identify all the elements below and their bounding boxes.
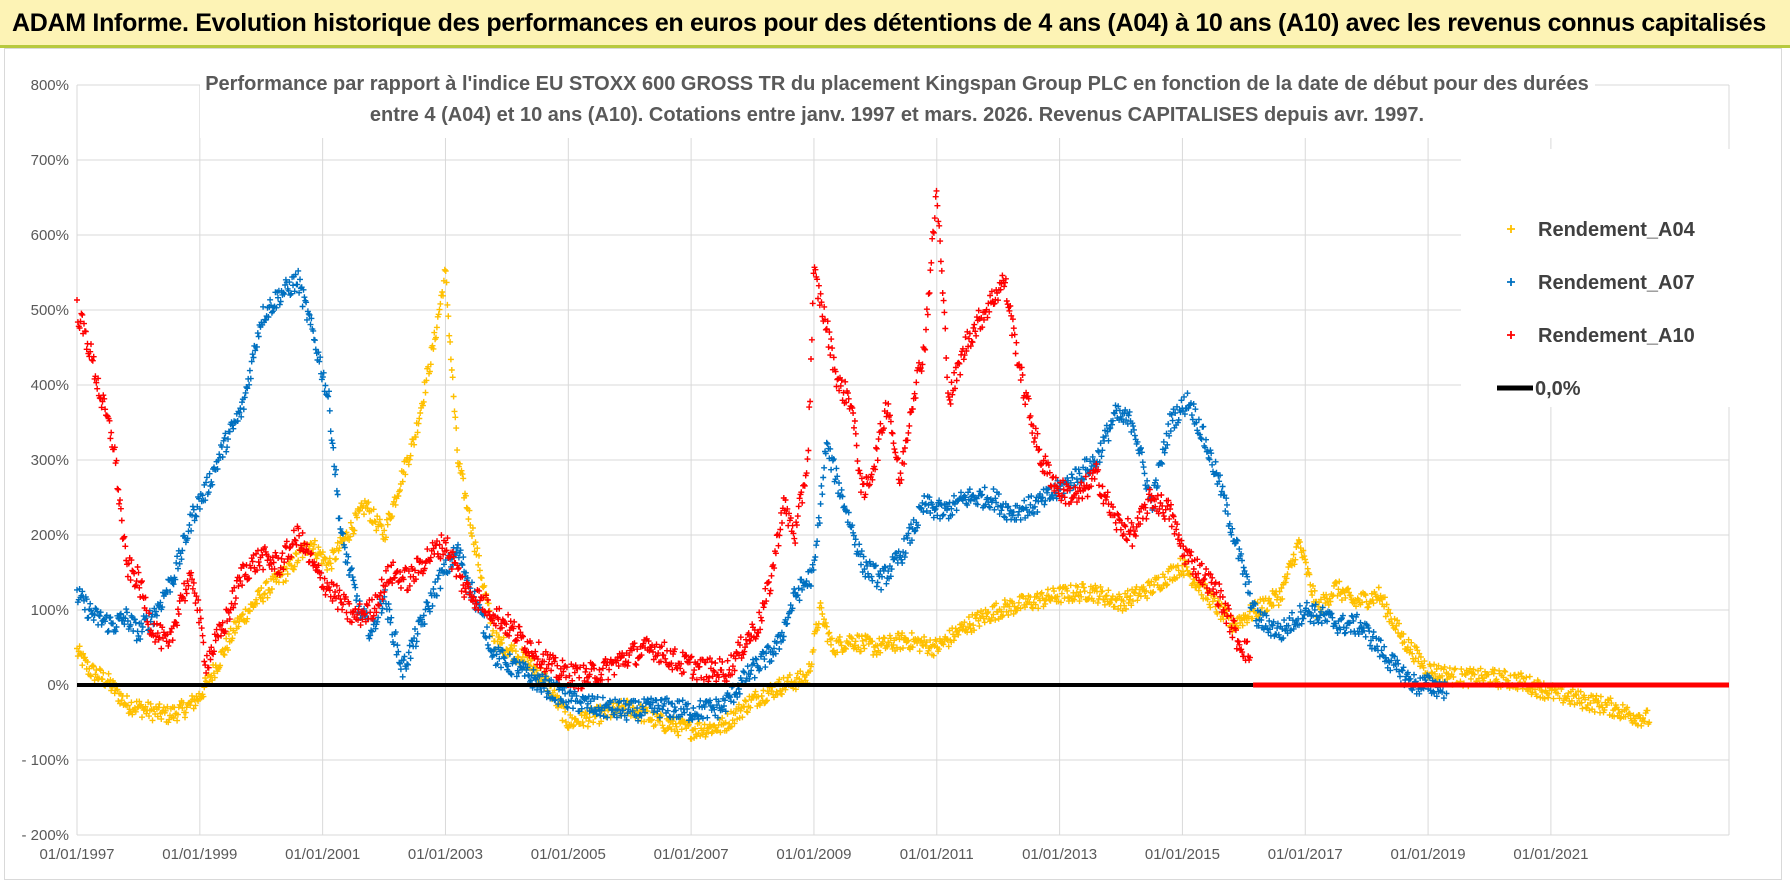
y-tick-label: 800% xyxy=(31,77,69,94)
series-Rendement_A04 xyxy=(74,266,1653,742)
legend-label: 0,0% xyxy=(1535,378,1581,400)
y-tick-label: 400% xyxy=(31,377,69,394)
x-tick-label: 01/01/2011 xyxy=(900,846,974,863)
y-tick-label: 600% xyxy=(31,227,69,244)
y-tick-label: 500% xyxy=(31,302,69,319)
legend-label: Rendement_A04 xyxy=(1538,219,1696,241)
x-tick-label: 01/01/2007 xyxy=(654,846,729,863)
x-tick-label: 01/01/2003 xyxy=(408,846,483,863)
series-Rendement_A10 xyxy=(74,187,1253,692)
y-tick-label: - 100% xyxy=(21,752,69,769)
legend-label: Rendement_A07 xyxy=(1538,272,1695,294)
chart-frame: 800% 700% 600% 500% 400% 300% 200% 100% 0% - 100%… xyxy=(4,48,1782,880)
legend-marker-swatch xyxy=(1507,225,1515,233)
grid-lines xyxy=(76,84,1730,836)
banner-title: ADAM Informe. Evolution historique des p… xyxy=(12,9,1766,37)
legend-item: Rendement_A10 xyxy=(1507,325,1695,347)
y-tick-label: 700% xyxy=(31,152,69,169)
y-axis: 800% 700% 600% 500% 400% 300% 200% 100% 0% - 100%… xyxy=(21,77,69,844)
page-banner: ADAM Informe. Evolution historique des p… xyxy=(0,0,1790,48)
x-tick-label: 01/01/2017 xyxy=(1268,846,1343,863)
legend-item: Rendement_A04 xyxy=(1507,219,1696,241)
marker-cloud xyxy=(74,187,1253,692)
y-tick-label: 100% xyxy=(31,602,69,619)
data-points xyxy=(74,187,1729,742)
y-tick-label: - 200% xyxy=(21,827,69,844)
legend-background xyxy=(1461,149,1739,407)
x-tick-label: 01/01/1999 xyxy=(162,846,237,863)
y-tick-label: 0% xyxy=(47,677,69,694)
legend-marker-swatch xyxy=(1507,278,1515,286)
chart-title-line1: Performance par rapport à l'indice EU ST… xyxy=(205,73,1589,95)
x-tick-label: 01/01/2001 xyxy=(285,846,360,863)
legend-item: Rendement_A07 xyxy=(1507,272,1695,294)
x-tick-label: 01/01/2021 xyxy=(1513,846,1588,863)
marker-cloud xyxy=(74,267,1450,724)
x-tick-label: 01/01/2015 xyxy=(1145,846,1220,863)
x-tick-label: 01/01/1997 xyxy=(39,846,114,863)
x-tick-label: 01/01/2009 xyxy=(776,846,851,863)
scatter-chart: 800% 700% 600% 500% 400% 300% 200% 100% 0% - 100%… xyxy=(21,68,1739,863)
x-tick-label: 01/01/2005 xyxy=(531,846,606,863)
legend-label: Rendement_A10 xyxy=(1538,325,1695,347)
x-tick-label: 01/01/2019 xyxy=(1391,846,1466,863)
marker-cloud xyxy=(74,266,1653,742)
y-tick-label: 300% xyxy=(31,452,69,469)
legend-item: 0,0% xyxy=(1497,378,1581,400)
chart-title-line2: entre 4 (A04) et 10 ans (A10). Cotations… xyxy=(370,104,1424,126)
y-tick-label: 200% xyxy=(31,527,69,544)
series-Rendement_A07 xyxy=(74,267,1450,724)
chart-legend: Rendement_A04 Rendement_A07 Rendement_A10 0… xyxy=(1497,219,1696,400)
title-background xyxy=(200,68,1595,138)
legend-marker-swatch xyxy=(1507,331,1515,339)
x-tick-label: 01/01/2013 xyxy=(1022,846,1097,863)
x-axis: 01/01/1997 01/01/1999 01/01/2001 01/01/2003… xyxy=(39,846,1588,863)
